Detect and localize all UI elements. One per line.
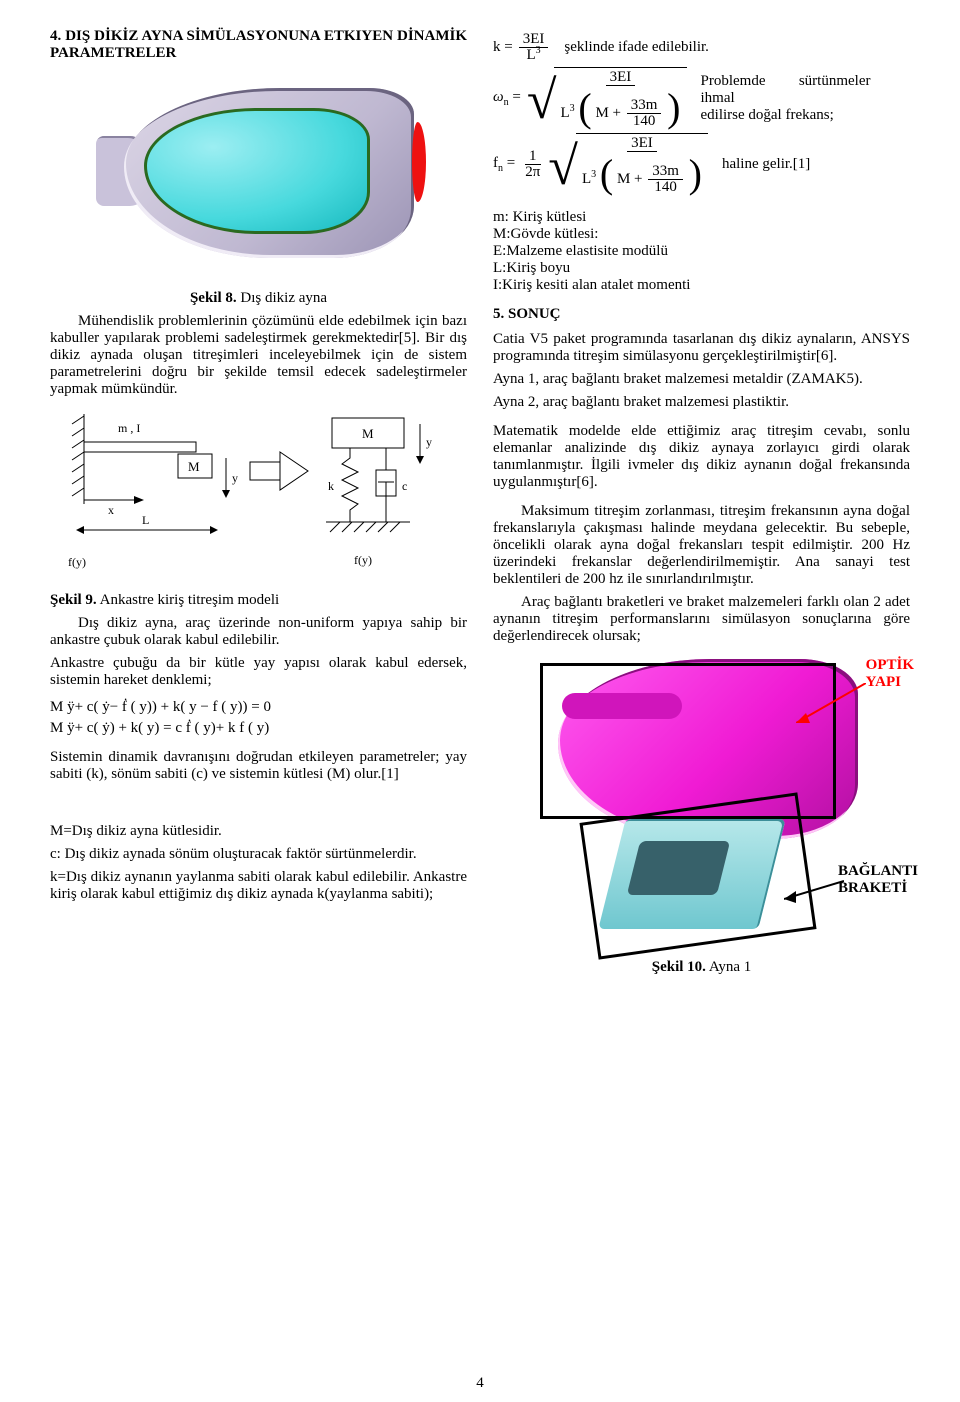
fig8-caption-bold: Şekil 8. [190,290,237,306]
fig9-caption-rest: Ankastre kiriş titreşim modeli [97,592,279,608]
def-E: E:Malzeme elastisite modülü [493,243,910,260]
eq-k: k = 3EI L3 şeklinde ifade edilebilir. [493,32,910,63]
def-I: I:Kiriş kesiti alan atalet momenti [493,277,910,294]
callout-optik: OPTİK YAPI [866,657,914,691]
label-y1: y [232,471,238,485]
para-catia: Catia V5 paket programında tasarlanan dı… [493,331,910,365]
para-ayna1: Ayna 1, araç bağlantı braket malzemesi m… [493,371,910,388]
para-ank: Ankastre çubuğu da bir kütle yay yapısı … [50,655,467,689]
eq-motion-1: M ÿ+ c( ẏ− ḟ ( y)) + k( y − f ( y)) = 0 [50,699,467,716]
para-mdis: M=Dış dikiz ayna kütlesidir. [50,823,467,840]
para-maks: Maksimum titreşim zorlanması, titreşim f… [493,503,910,588]
fig10-caption-bold: Şekil 10. [652,959,706,975]
para-c: c: Dış dikiz aynada sönüm oluşturacak fa… [50,846,467,863]
label-k: k [328,479,334,493]
section5-heading: 5. SONUÇ [493,306,910,323]
label-y2: y [426,435,432,449]
fig8-caption-rest: Dış dikiz ayna [237,290,327,306]
label-L: L [142,513,149,527]
page-number: 4 [0,1375,960,1392]
eq-fn: fn = 1 2π √ 3EI L3 ( M + 33m 140 [493,133,910,195]
fig9-caption-bold: Şekil 9. [50,592,97,608]
figure-8-caption: Şekil 8. Dış dikiz ayna [50,290,467,307]
figure-8: Şekil 8. Dış dikiz ayna [50,70,467,307]
label-M1: M [188,459,200,474]
figure-10: OPTİK YAPI BAĞLANTI BRAKETİ Şekil 10. Ay… [493,653,910,976]
eq-fn-note: haline gelir.[1] [722,156,810,173]
fig10-caption-rest: Ayna 1 [706,959,751,975]
def-Mg: M:Gövde kütlesi: [493,226,910,243]
label-fy1: f(y) [68,555,86,569]
eq-wn: ωn = √ 3EI L3 ( M + 33m 140 [493,67,910,129]
label-c: c [402,479,407,493]
figure-9: M m , I x L y f(y) M [50,404,467,609]
label-mI: m , I [118,421,140,435]
para-sistemin: Sistemin dinamik davranışını doğrudan et… [50,749,467,783]
eq-wn-note1: Problemde sürtünmeler ihmal [701,73,871,106]
eq-motion-2: M ÿ+ c( ẏ) + k( y) = c ḟ ( y)+ k f ( y) [50,720,467,737]
figure-10-caption: Şekil 10. Ayna 1 [493,959,910,976]
callout-baglanti: BAĞLANTI BRAKETİ [838,863,918,897]
label-x: x [108,503,114,517]
para-arac: Araç bağlantı braketleri ve braket malze… [493,594,910,645]
para-ayna2: Ayna 2, araç bağlantı braket malzemesi p… [493,394,910,411]
mirror8-illustration [84,70,434,290]
figure-9-caption: Şekil 9. Ankastre kiriş titreşim modeli [50,592,467,609]
label-M2: M [362,426,374,441]
para-matematik: Matematik modelde elde ettiğimiz araç ti… [493,423,910,491]
section4-heading: 4. DIŞ DİKİZ AYNA SİMÜLASYONUNA ETKIYEN … [50,28,467,62]
cantilever-diagram: M m , I x L y f(y) M [64,404,454,594]
def-L: L:Kiriş boyu [493,260,910,277]
def-m: m: Kiriş kütlesi [493,209,910,226]
para-k: k=Dış dikiz aynanın yaylanma sabiti olar… [50,869,467,903]
eq-k-note: şeklinde ifade edilebilir. [564,39,709,56]
para-muh: Mühendislik problemlerinin çözümünü elde… [50,313,467,398]
para-dis: Dış dikiz ayna, araç üzerinde non-unifor… [50,615,467,649]
eq-wn-note2: edilirse doğal frekans; [701,107,834,123]
label-fy2: f(y) [354,553,372,567]
